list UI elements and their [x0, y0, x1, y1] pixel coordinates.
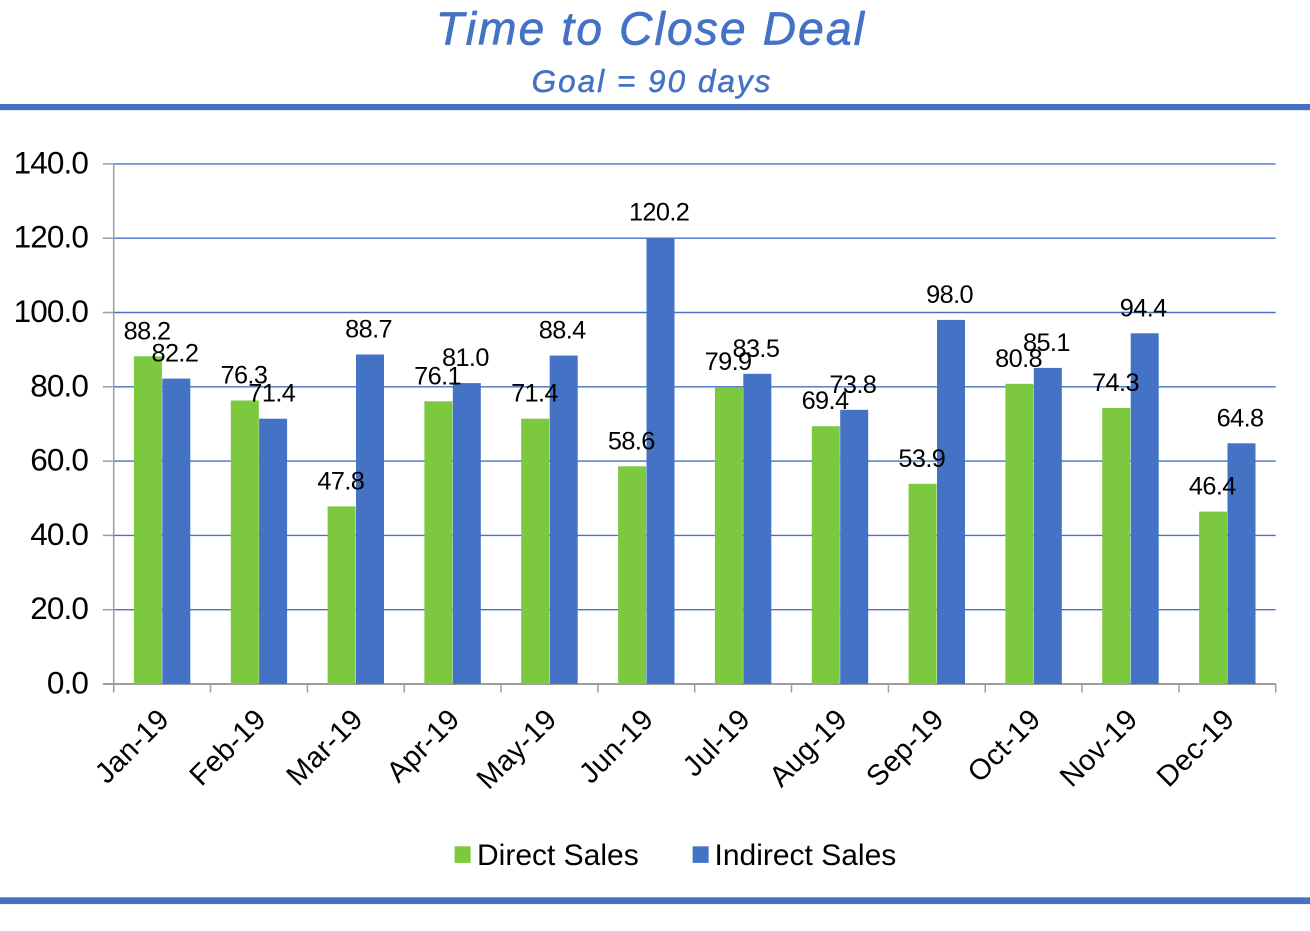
svg-text:Time to Close Deal: Time to Close Deal	[436, 3, 866, 55]
svg-text:82.2: 82.2	[151, 340, 198, 368]
svg-text:140.0: 140.0	[14, 144, 89, 180]
svg-text:88.4: 88.4	[539, 317, 586, 345]
svg-text:46.4: 46.4	[1189, 473, 1236, 501]
svg-text:81.0: 81.0	[442, 344, 489, 372]
svg-text:120.2: 120.2	[629, 199, 689, 227]
svg-text:60.0: 60.0	[30, 442, 88, 478]
svg-text:74.3: 74.3	[1092, 369, 1139, 397]
svg-text:58.6: 58.6	[608, 427, 655, 455]
svg-text:79.9: 79.9	[705, 348, 752, 376]
svg-text:Indirect Sales: Indirect Sales	[715, 839, 897, 872]
svg-text:80.8: 80.8	[995, 345, 1042, 373]
svg-text:69.4: 69.4	[802, 387, 849, 415]
svg-text:83.5: 83.5	[732, 335, 779, 363]
svg-text:53.9: 53.9	[898, 445, 945, 473]
svg-text:76.3: 76.3	[220, 362, 267, 390]
svg-text:64.8: 64.8	[1217, 404, 1264, 432]
svg-text:100.0: 100.0	[14, 293, 89, 329]
svg-text:88.2: 88.2	[124, 317, 171, 345]
svg-text:47.8: 47.8	[317, 467, 364, 495]
svg-text:Direct Sales: Direct Sales	[477, 839, 639, 872]
svg-text:73.8: 73.8	[829, 371, 876, 399]
svg-text:20.0: 20.0	[30, 590, 88, 626]
svg-text:40.0: 40.0	[30, 516, 88, 552]
svg-text:0.0: 0.0	[47, 665, 88, 701]
svg-text:88.7: 88.7	[345, 316, 392, 344]
svg-text:71.4: 71.4	[248, 380, 295, 408]
svg-text:Goal = 90 days: Goal = 90 days	[532, 63, 773, 99]
svg-text:94.4: 94.4	[1120, 294, 1167, 322]
svg-text:71.4: 71.4	[511, 380, 558, 408]
svg-text:120.0: 120.0	[14, 219, 89, 255]
svg-text:76.1: 76.1	[414, 362, 461, 390]
svg-text:85.1: 85.1	[1023, 329, 1070, 357]
svg-text:80.0: 80.0	[30, 367, 88, 403]
svg-text:98.0: 98.0	[926, 281, 973, 309]
